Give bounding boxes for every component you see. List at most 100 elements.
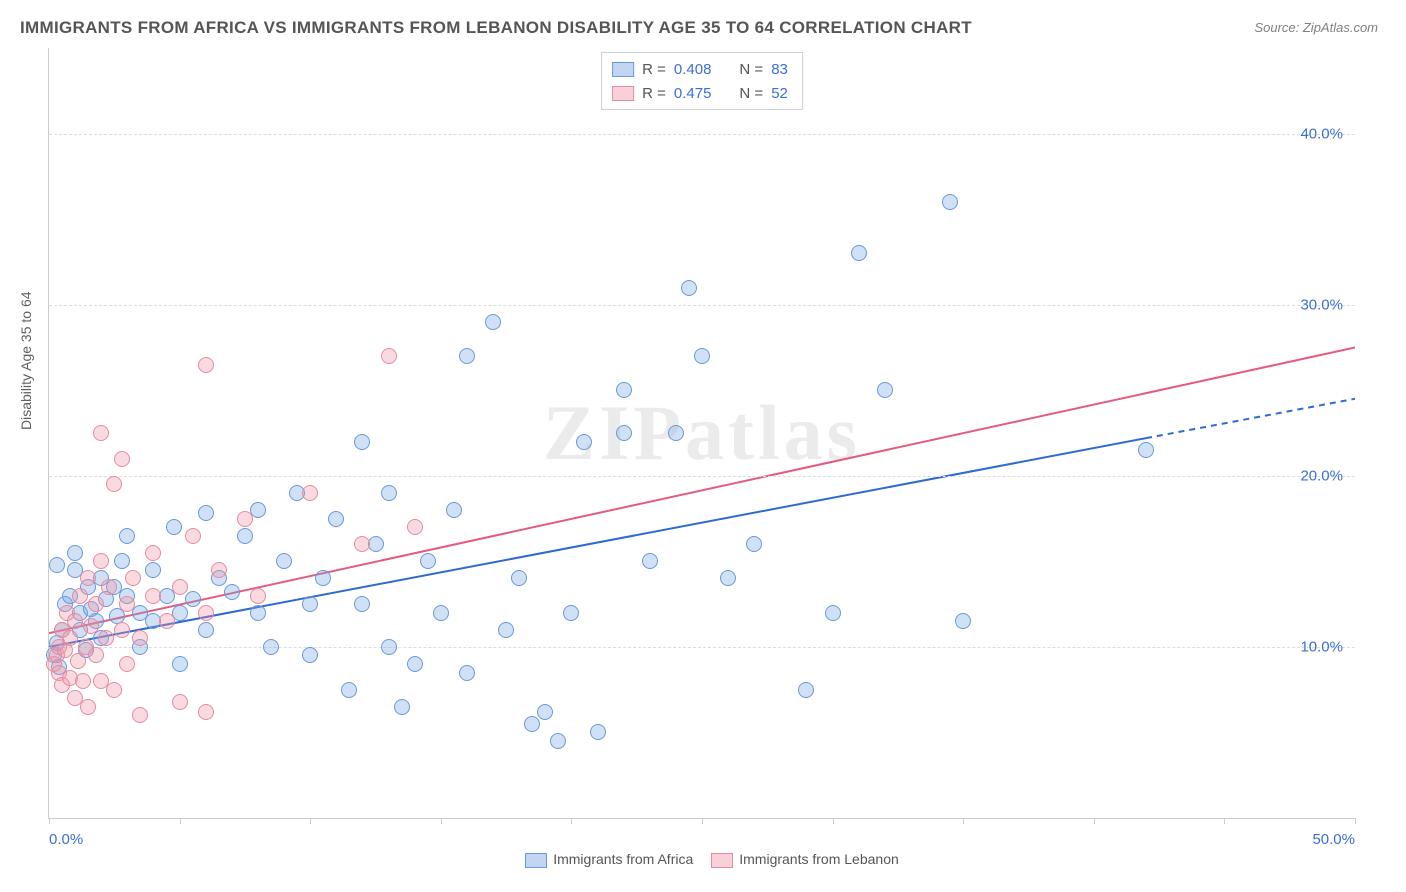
x-tick-mark bbox=[1094, 818, 1095, 824]
data-point bbox=[616, 382, 632, 398]
data-point bbox=[590, 724, 606, 740]
data-point bbox=[511, 570, 527, 586]
legend-n-label: N = bbox=[739, 85, 763, 102]
data-point bbox=[1138, 442, 1154, 458]
data-point bbox=[145, 588, 161, 604]
data-point bbox=[185, 528, 201, 544]
data-point bbox=[576, 434, 592, 450]
data-point bbox=[75, 673, 91, 689]
data-point bbox=[172, 694, 188, 710]
legend-series-label: Immigrants from Africa bbox=[553, 851, 693, 867]
data-point bbox=[166, 519, 182, 535]
data-point bbox=[88, 647, 104, 663]
data-point bbox=[172, 656, 188, 672]
data-point bbox=[433, 605, 449, 621]
scatter-plot-area: ZIPatlas R =0.408N =83R =0.475N =52 0.0%… bbox=[48, 48, 1355, 819]
data-point bbox=[394, 699, 410, 715]
data-point bbox=[276, 553, 292, 569]
data-point bbox=[49, 557, 65, 573]
gridline bbox=[49, 134, 1355, 135]
gridline bbox=[49, 476, 1355, 477]
data-point bbox=[354, 536, 370, 552]
data-point bbox=[211, 562, 227, 578]
data-point bbox=[98, 630, 114, 646]
data-point bbox=[550, 733, 566, 749]
legend-r-label: R = bbox=[642, 85, 666, 102]
x-tick-mark bbox=[310, 818, 311, 824]
data-point bbox=[877, 382, 893, 398]
data-point bbox=[250, 588, 266, 604]
data-point bbox=[381, 639, 397, 655]
y-axis-label: Disability Age 35 to 64 bbox=[18, 291, 34, 430]
data-point bbox=[407, 519, 423, 535]
data-point bbox=[563, 605, 579, 621]
data-point bbox=[942, 194, 958, 210]
data-point bbox=[524, 716, 540, 732]
data-point bbox=[668, 425, 684, 441]
data-point bbox=[446, 502, 462, 518]
trend-lines-layer bbox=[49, 48, 1355, 818]
legend-swatch bbox=[612, 86, 634, 101]
data-point bbox=[198, 505, 214, 521]
data-point bbox=[354, 596, 370, 612]
x-tick-mark bbox=[702, 818, 703, 824]
data-point bbox=[119, 528, 135, 544]
legend-r-value: 0.408 bbox=[674, 61, 712, 78]
legend-series-label: Immigrants from Lebanon bbox=[739, 851, 899, 867]
legend-r-label: R = bbox=[642, 61, 666, 78]
data-point bbox=[70, 653, 86, 669]
data-point bbox=[80, 699, 96, 715]
watermark-text: ZIPatlas bbox=[543, 388, 861, 478]
data-point bbox=[616, 425, 632, 441]
correlation-legend: R =0.408N =83R =0.475N =52 bbox=[601, 52, 803, 110]
x-tick-mark bbox=[571, 818, 572, 824]
data-point bbox=[62, 630, 78, 646]
x-tick-mark bbox=[49, 818, 50, 824]
data-point bbox=[328, 511, 344, 527]
legend-swatch bbox=[711, 853, 733, 868]
data-point bbox=[851, 245, 867, 261]
data-point bbox=[237, 528, 253, 544]
data-point bbox=[459, 348, 475, 364]
data-point bbox=[93, 425, 109, 441]
data-point bbox=[198, 704, 214, 720]
data-point bbox=[381, 348, 397, 364]
data-point bbox=[132, 707, 148, 723]
y-tick-label: 20.0% bbox=[1300, 467, 1343, 484]
legend-n-value: 83 bbox=[771, 61, 788, 78]
data-point bbox=[354, 434, 370, 450]
data-point bbox=[88, 596, 104, 612]
data-point bbox=[459, 665, 475, 681]
data-point bbox=[198, 622, 214, 638]
data-point bbox=[185, 591, 201, 607]
legend-n-value: 52 bbox=[771, 85, 788, 102]
x-tick-mark bbox=[180, 818, 181, 824]
data-point bbox=[302, 596, 318, 612]
data-point bbox=[694, 348, 710, 364]
data-point bbox=[114, 553, 130, 569]
data-point bbox=[263, 639, 279, 655]
data-point bbox=[407, 656, 423, 672]
data-point bbox=[198, 357, 214, 373]
legend-row: R =0.408N =83 bbox=[612, 57, 788, 81]
data-point bbox=[825, 605, 841, 621]
x-tick-mark bbox=[441, 818, 442, 824]
data-point bbox=[681, 280, 697, 296]
data-point bbox=[119, 656, 135, 672]
legend-swatch bbox=[612, 62, 634, 77]
data-point bbox=[106, 682, 122, 698]
y-tick-label: 10.0% bbox=[1300, 638, 1343, 655]
data-point bbox=[67, 545, 83, 561]
data-point bbox=[485, 314, 501, 330]
x-tick-mark bbox=[1224, 818, 1225, 824]
data-point bbox=[106, 476, 122, 492]
y-tick-label: 30.0% bbox=[1300, 296, 1343, 313]
x-axis-max-label: 50.0% bbox=[1312, 831, 1355, 848]
data-point bbox=[955, 613, 971, 629]
source-label: Source: ZipAtlas.com bbox=[1254, 20, 1378, 35]
data-point bbox=[302, 485, 318, 501]
data-point bbox=[381, 485, 397, 501]
data-point bbox=[746, 536, 762, 552]
data-point bbox=[250, 605, 266, 621]
data-point bbox=[172, 579, 188, 595]
